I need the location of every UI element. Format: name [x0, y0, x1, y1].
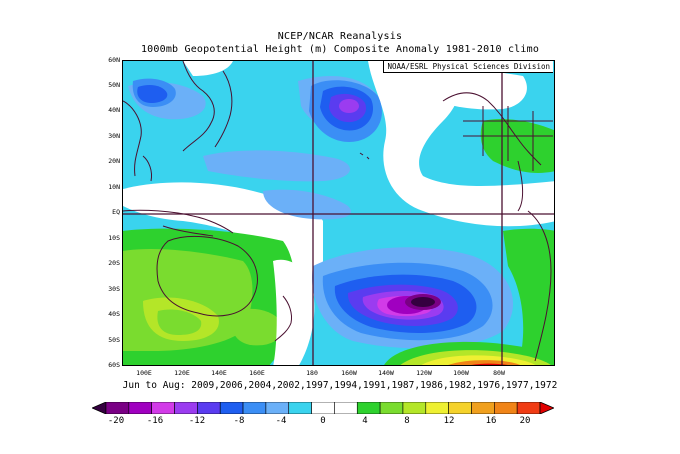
colorbar-swatch — [494, 402, 518, 414]
lon-label: 180 — [306, 369, 318, 377]
colorbar-label: 8 — [404, 416, 410, 426]
lon-label: 100E — [136, 369, 152, 377]
lat-label: 20S — [108, 259, 120, 267]
colorbar-swatch — [128, 402, 152, 414]
anomaly-map: NOAA/ESRL Physical Sciences Division — [122, 60, 555, 366]
colorbar-swatch — [265, 402, 290, 414]
lon-label: 160E — [249, 369, 265, 377]
colorbar-swatch — [402, 402, 427, 414]
colorbar-label: 0 — [320, 416, 326, 426]
colorbar-swatch — [356, 402, 381, 414]
colorbar-swatch — [219, 402, 244, 414]
colorbar-swatch — [379, 402, 404, 414]
anomaly-field — [123, 61, 554, 365]
zero-band-west — [123, 182, 323, 365]
lon-label: 140E — [211, 369, 227, 377]
credit-label: NOAA/ESRL Physical Sciences Division — [383, 61, 553, 73]
lat-label: 30N — [108, 132, 120, 140]
lat-label: 60N — [108, 56, 120, 64]
lat-label: 50N — [108, 81, 120, 89]
colorbar-swatch — [334, 402, 358, 414]
lon-label: 140W — [378, 369, 394, 377]
colorbar-arrow-left — [92, 402, 107, 414]
map-title: NCEP/NCAR Reanalysis — [277, 31, 403, 42]
colorbar-swatch — [448, 402, 472, 414]
lon-label: 100W — [453, 369, 469, 377]
colorbar-swatch — [471, 402, 495, 414]
colorbar-swatch — [174, 402, 198, 414]
composite-years: Jun to Aug: 2009,2006,2004,2002,1997,199… — [122, 380, 558, 391]
lat-label: EQ — [112, 208, 120, 216]
colorbar-label: -20 — [107, 416, 125, 426]
lat-label: 10N — [108, 183, 120, 191]
colorbar-swatch — [425, 402, 449, 414]
colorbar-label: 12 — [443, 416, 455, 426]
lon-label: 120E — [174, 369, 190, 377]
lat-label: 60S — [108, 361, 120, 369]
lon-label: 80W — [493, 369, 505, 377]
colorbar-swatch — [242, 402, 267, 414]
colorbar-label: -8 — [233, 416, 245, 426]
colorbar-label: 16 — [485, 416, 497, 426]
colorbar-swatch — [105, 402, 130, 414]
colorbar-label: 4 — [362, 416, 368, 426]
lon-label: 120W — [416, 369, 432, 377]
colorbar — [92, 402, 554, 414]
colorbar-label: 20 — [519, 416, 531, 426]
colorbar-label: -16 — [146, 416, 164, 426]
lat-label: 40S — [108, 310, 120, 318]
colorbar-swatch — [311, 402, 335, 414]
colorbar-swatch — [151, 402, 175, 414]
colorbar-swatch — [288, 402, 312, 414]
map-subtitle: 1000mb Geopotential Height (m) Composite… — [140, 44, 540, 55]
lat-label: 10S — [108, 234, 120, 242]
lat-label: 30S — [108, 285, 120, 293]
lon-label: 160W — [341, 369, 357, 377]
zero-band-east — [368, 61, 554, 227]
lat-label: 50S — [108, 336, 120, 344]
colorbar-arrow-right — [539, 402, 554, 414]
colorbar-swatch — [516, 402, 541, 414]
colorbar-label: -12 — [188, 416, 206, 426]
lat-label: 40N — [108, 106, 120, 114]
coastlines — [123, 61, 553, 362]
colorbar-label: -4 — [275, 416, 287, 426]
lat-label: 20N — [108, 157, 120, 165]
colorbar-swatch — [197, 402, 221, 414]
